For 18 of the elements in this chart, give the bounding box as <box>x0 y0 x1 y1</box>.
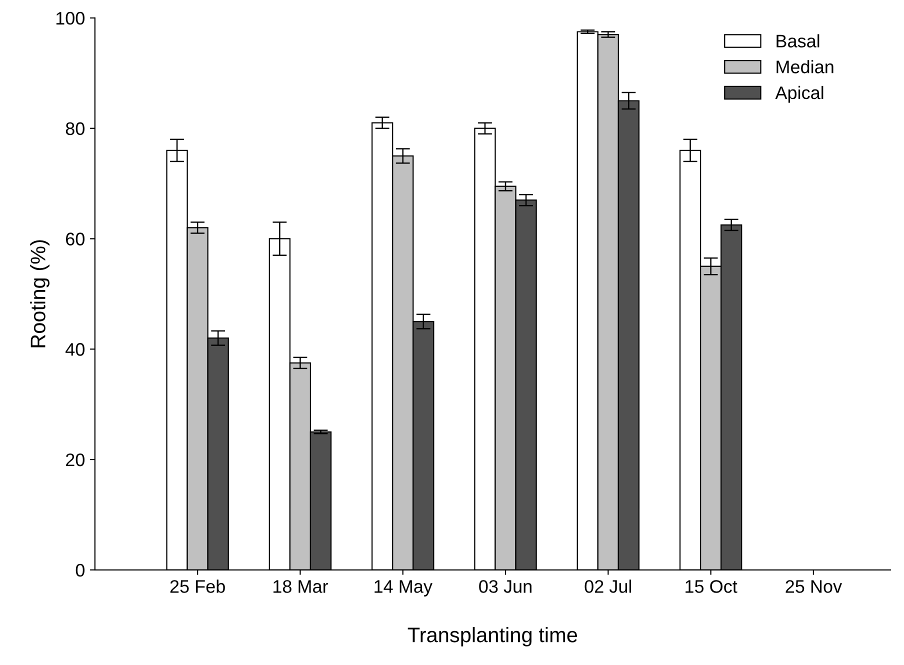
x-axis-title: Transplanting time <box>408 627 578 646</box>
x-tick-label: 02 Jul <box>584 580 632 593</box>
x-tick-label: 25 Nov <box>786 580 842 593</box>
y-tick-label: 100 <box>56 12 84 25</box>
y-tick-label: 80 <box>66 122 84 136</box>
x-tick-label: 14 May <box>374 580 432 596</box>
legend-label: Basal <box>776 34 820 48</box>
y-tick-label: 60 <box>66 232 84 246</box>
x-tick-label: 18 Mar <box>273 580 328 593</box>
legend-label: Apical <box>775 86 824 103</box>
legend-label: Median <box>776 60 834 74</box>
y-tick-label: 0 <box>76 564 84 577</box>
y-tick-label: 40 <box>66 343 84 356</box>
x-tick-label: 25 Feb <box>170 580 225 593</box>
y-axis-title: Rooting (%) <box>30 240 50 348</box>
x-tick-label: 03 Jun <box>479 580 532 593</box>
x-tick-label: 15 Oct <box>686 580 738 593</box>
y-tick-label: 20 <box>66 453 84 466</box>
